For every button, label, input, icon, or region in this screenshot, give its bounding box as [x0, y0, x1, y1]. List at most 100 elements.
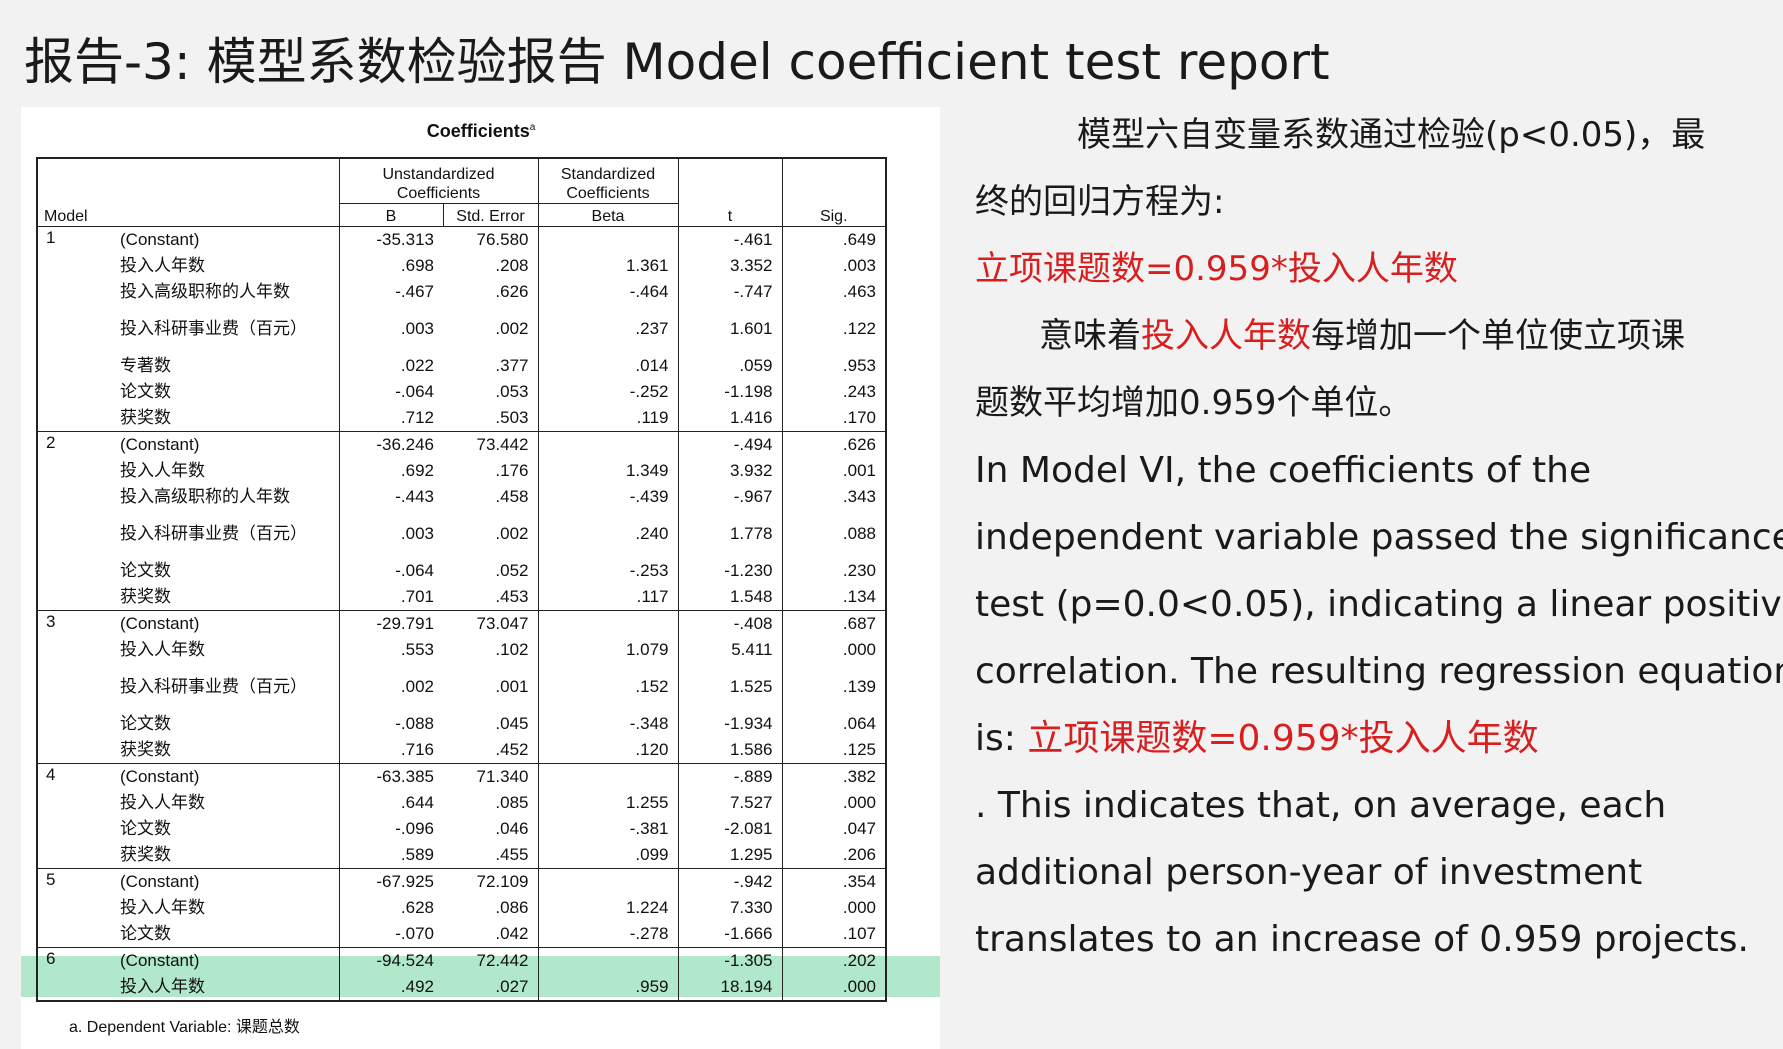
cell-b: .628	[338, 895, 443, 921]
variable-name: 论文数	[120, 561, 171, 580]
cell-std-error: .086	[495, 898, 529, 917]
cell-beta	[537, 610, 678, 637]
cell-t: -.494	[677, 431, 782, 458]
cell-t: 1.601	[677, 305, 782, 353]
table-row: 投入高级职称的人年数 -.443 .458 -.439 -.967.343	[37, 484, 886, 510]
cell-std-error: .176	[495, 461, 529, 480]
cell-std-error: .002	[495, 524, 529, 543]
cell-sig: .953	[781, 353, 886, 379]
variable-name: 专著数	[120, 356, 171, 375]
cell-b: -.096	[338, 816, 443, 842]
header-beta: Beta	[537, 203, 678, 227]
cell-b: -67.925	[338, 868, 443, 895]
cell-sig: .139	[781, 663, 886, 711]
cell-std-error: .046	[495, 819, 529, 838]
cell-beta: -.381	[537, 816, 678, 842]
model-number: 6	[37, 947, 112, 1001]
table-row: 论文数 -.096 .046 -.381 -2.081.047	[37, 816, 886, 842]
header-standardized: Standardized Coefficients	[537, 158, 678, 204]
cell-b: .553	[338, 637, 443, 663]
en-line-3: test (p=0.0<0.05), indicating a linear p…	[975, 584, 1783, 625]
cell-b: .698	[338, 253, 443, 279]
cell-t: -1.305	[677, 947, 782, 974]
cell-sig: .626	[781, 431, 886, 458]
cell-b: .003	[338, 510, 443, 558]
cell-t: 5.411	[677, 637, 782, 663]
cn-meaning-prefix: 意味着	[1039, 316, 1141, 356]
cell-std-error: 73.047	[443, 610, 538, 637]
header-b: B	[338, 203, 443, 227]
cell-beta: .117	[537, 584, 678, 611]
cell-sig: .003	[781, 253, 886, 279]
cell-beta: -.464	[537, 279, 678, 305]
cn-equation: 立项课题数=0.959*投入人年数	[975, 249, 1458, 289]
cn-paragraph-line-2: 终的回归方程为:	[975, 182, 1225, 222]
cell-b: .492	[338, 974, 443, 1001]
cell-b: .712	[338, 405, 443, 432]
cell-t: 3.932	[677, 458, 782, 484]
cell-sig: .001	[781, 458, 886, 484]
variable-name: 论文数	[120, 714, 171, 733]
cell-beta: .014	[537, 353, 678, 379]
cell-sig: .343	[781, 484, 886, 510]
variable-name: 投入人年数	[120, 640, 205, 659]
cell-t: .059	[677, 353, 782, 379]
header-model: Model	[44, 208, 88, 225]
cell-t: 7.527	[677, 790, 782, 816]
cell-beta: .120	[537, 737, 678, 764]
variable-name: (Constant)	[112, 431, 339, 458]
header-t: t	[677, 158, 782, 227]
variable-name: 投入科研事业费（百元）	[120, 319, 307, 338]
table-caption: Coefficientsa	[426, 121, 536, 141]
variable-name: (Constant)	[112, 868, 339, 895]
cell-sig: .230	[781, 558, 886, 584]
cell-b: .022	[338, 353, 443, 379]
table-footnote: a. Dependent Variable: 课题总数	[69, 1019, 300, 1036]
table-row: 投入人年数 .698 .208 1.361 3.352.003	[37, 253, 886, 279]
cell-beta	[537, 431, 678, 458]
cell-beta	[537, 226, 678, 253]
cell-std-error: .001	[495, 677, 529, 696]
table-row: 论文数 -.064 .052 -.253 -1.230.230	[37, 558, 886, 584]
variable-name: (Constant)	[112, 610, 339, 637]
cell-beta: .152	[537, 663, 678, 711]
table-row: 1 (Constant) -35.313 76.580 -.461.649	[37, 226, 886, 432]
cell-t: -1.666	[677, 921, 782, 948]
cell-beta: -.253	[537, 558, 678, 584]
table-row: 获奖数 .716 .452 .120 1.586.125	[37, 737, 886, 764]
cell-sig: .000	[781, 637, 886, 663]
table-row: 投入人年数 .644 .085 1.255 7.527.000	[37, 790, 886, 816]
en-equation: 立项课题数=0.959*投入人年数	[1027, 718, 1539, 759]
cell-t: -.942	[677, 868, 782, 895]
cell-std-error: .208	[495, 256, 529, 275]
cell-b: -.467	[338, 279, 443, 305]
cell-beta	[537, 763, 678, 790]
cell-b: -36.246	[338, 431, 443, 458]
variable-name: 投入人年数	[120, 793, 205, 812]
cell-t: 3.352	[677, 253, 782, 279]
cell-std-error: .626	[495, 282, 529, 301]
caption-footnote-marker: a	[529, 122, 536, 133]
table-row: 获奖数 .701 .453 .117 1.548.134	[37, 584, 886, 611]
cell-t: 7.330	[677, 895, 782, 921]
cell-sig: .202	[781, 947, 886, 974]
variable-name: (Constant)	[112, 763, 339, 790]
table-row: 5 (Constant) -67.925 72.109 -.942.354	[37, 868, 886, 948]
cell-b: .644	[338, 790, 443, 816]
cell-std-error: .455	[495, 845, 529, 864]
cell-b: .716	[338, 737, 443, 764]
cell-sig: .107	[781, 921, 886, 948]
cell-t: -.408	[677, 610, 782, 637]
cell-t: 1.778	[677, 510, 782, 558]
cell-sig: .000	[781, 974, 886, 1001]
cell-std-error: .085	[495, 793, 529, 812]
variable-name: (Constant)	[112, 226, 339, 253]
en-is-label: is:	[975, 718, 1028, 759]
cell-b: .701	[338, 584, 443, 611]
cell-t: 18.194	[677, 974, 782, 1001]
variable-name: 投入人年数	[120, 461, 205, 480]
cell-beta: 1.349	[537, 458, 678, 484]
cell-std-error: .458	[495, 487, 529, 506]
cell-sig: .687	[781, 610, 886, 637]
variable-name: 论文数	[120, 924, 171, 943]
